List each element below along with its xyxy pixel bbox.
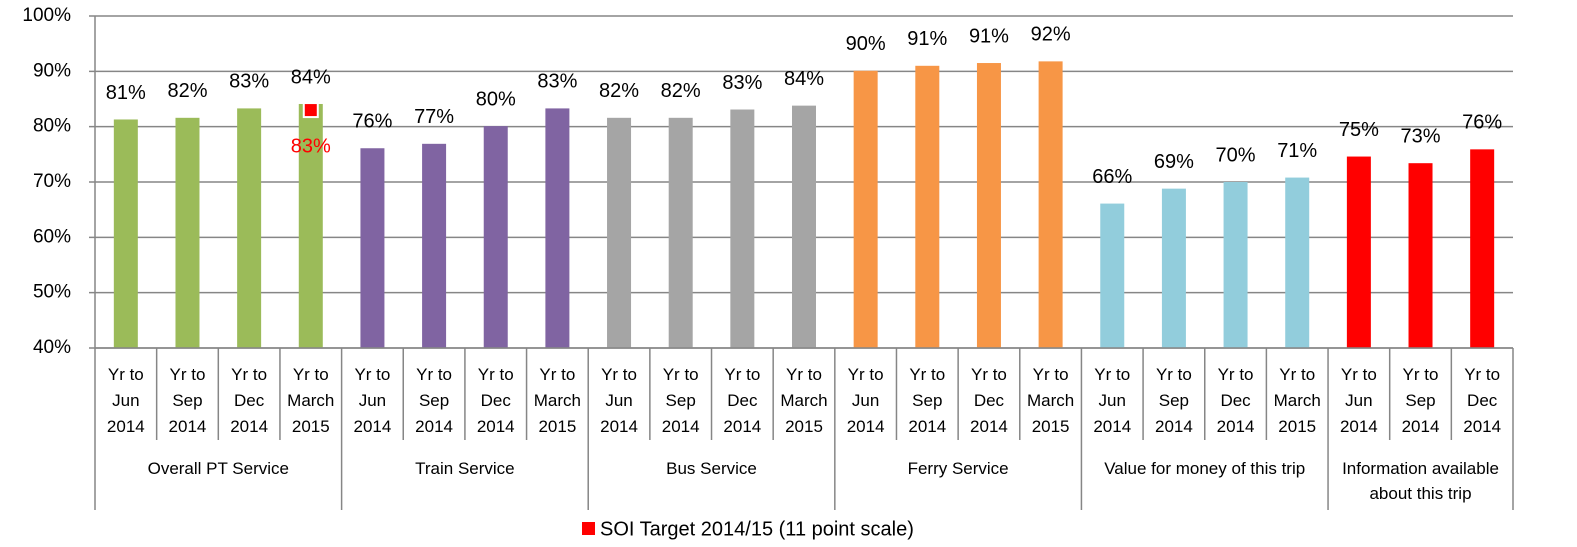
bar [792,105,816,348]
bar [976,63,1001,349]
data-label: 83% [722,72,762,94]
data-label: 91% [907,28,947,50]
y-tick-label: 50% [33,282,71,303]
data-label: 76% [352,111,392,133]
x-tick-label: Yr to Sep 2014 [1401,365,1440,436]
x-tick-label: Yr to Jun 2014 [106,365,145,436]
data-label: 91% [969,25,1009,47]
bar [1038,61,1063,349]
x-tick-label: Yr to Dec 2014 [1216,365,1255,436]
data-label: 70% [1216,144,1256,166]
bar [915,65,940,349]
x-tick-label: Yr to Jun 2014 [846,365,885,436]
y-tick-label: 60% [33,226,71,247]
bar [1408,163,1433,348]
data-label: 80% [476,88,516,110]
data-label: 75% [1339,119,1379,141]
x-tick-label: Yr to March 2015 [287,365,335,436]
x-tick-label: Yr to Dec 2014 [723,365,762,436]
target-marker [302,102,319,119]
x-tick-label: Yr to Sep 2014 [415,365,453,436]
x-tick-label: Yr to March 2015 [533,365,581,436]
data-label: 71% [1277,140,1317,162]
bar [853,70,878,348]
legend-label: SOI Target 2014/15 (11 point scale) [600,518,914,540]
y-tick-label: 100% [22,5,71,26]
data-label: 76% [1462,112,1502,134]
group-label: Ferry Service [907,459,1009,478]
bar [730,109,755,348]
data-label: 69% [1154,151,1194,173]
bar [1285,177,1310,348]
x-tick-label: Yr to Sep 2014 [1154,365,1193,436]
data-label: 83% [537,71,577,93]
x-tick-label: Yr to Jun 2014 [353,365,392,436]
bar [668,117,693,349]
target-label: 83% [291,135,331,157]
x-tick-label: Yr to Dec 2014 [476,365,515,436]
x-tick-label: Yr to Dec 2014 [1463,365,1502,436]
bar [175,117,200,349]
bar [545,108,570,348]
bar [483,126,508,348]
group-label: Train Service [415,459,515,478]
data-label: 73% [1401,125,1441,147]
y-tick-label: 70% [33,171,71,192]
x-tick-label: Yr to Sep 2014 [908,365,947,436]
group-label: Value for money of this trip [1104,459,1306,478]
y-tick-label: 80% [33,116,71,137]
x-tick-label: Yr to March 2015 [1273,365,1321,436]
data-label: 84% [784,68,824,90]
x-tick-label: Yr to Jun 2014 [600,365,638,436]
data-label: 66% [1092,166,1132,188]
x-tick-label: Yr to Jun 2014 [1339,365,1378,436]
bar [1470,149,1495,348]
x-tick-label: Yr to Dec 2014 [230,365,269,436]
x-tick-label: Yr to Sep 2014 [168,365,207,436]
y-tick-label: 90% [33,60,71,81]
legend-swatch [582,522,595,535]
data-label: 84% [291,66,331,88]
data-label: 92% [1031,24,1071,46]
x-tick-label: Yr to Sep 2014 [661,365,700,436]
group-label: Information available about this trip [1342,459,1499,503]
bar [1346,156,1371,348]
bar [1223,182,1248,348]
bar [1161,188,1186,348]
x-tick-label: Yr to March 2015 [780,365,828,436]
bar [422,143,447,348]
data-label: 82% [167,80,207,102]
y-tick-label: 40% [33,337,71,358]
bar [237,108,262,348]
data-label: 83% [229,71,269,93]
group-label: Overall PT Service [147,459,289,478]
bar [360,148,385,348]
x-tick-label: Yr to March 2015 [1026,365,1075,436]
bar [298,103,323,348]
data-label: 77% [414,106,454,128]
bar [113,119,138,349]
group-label: Bus Service [666,459,757,478]
x-tick-label: Yr to Jun 2014 [1093,365,1132,436]
data-label: 82% [661,80,701,102]
data-label: 81% [106,82,146,104]
bar [607,117,632,349]
data-label: 82% [599,80,639,102]
bar [1100,203,1125,348]
x-tick-label: Yr to Dec 2014 [970,365,1008,436]
data-label: 90% [846,33,886,55]
